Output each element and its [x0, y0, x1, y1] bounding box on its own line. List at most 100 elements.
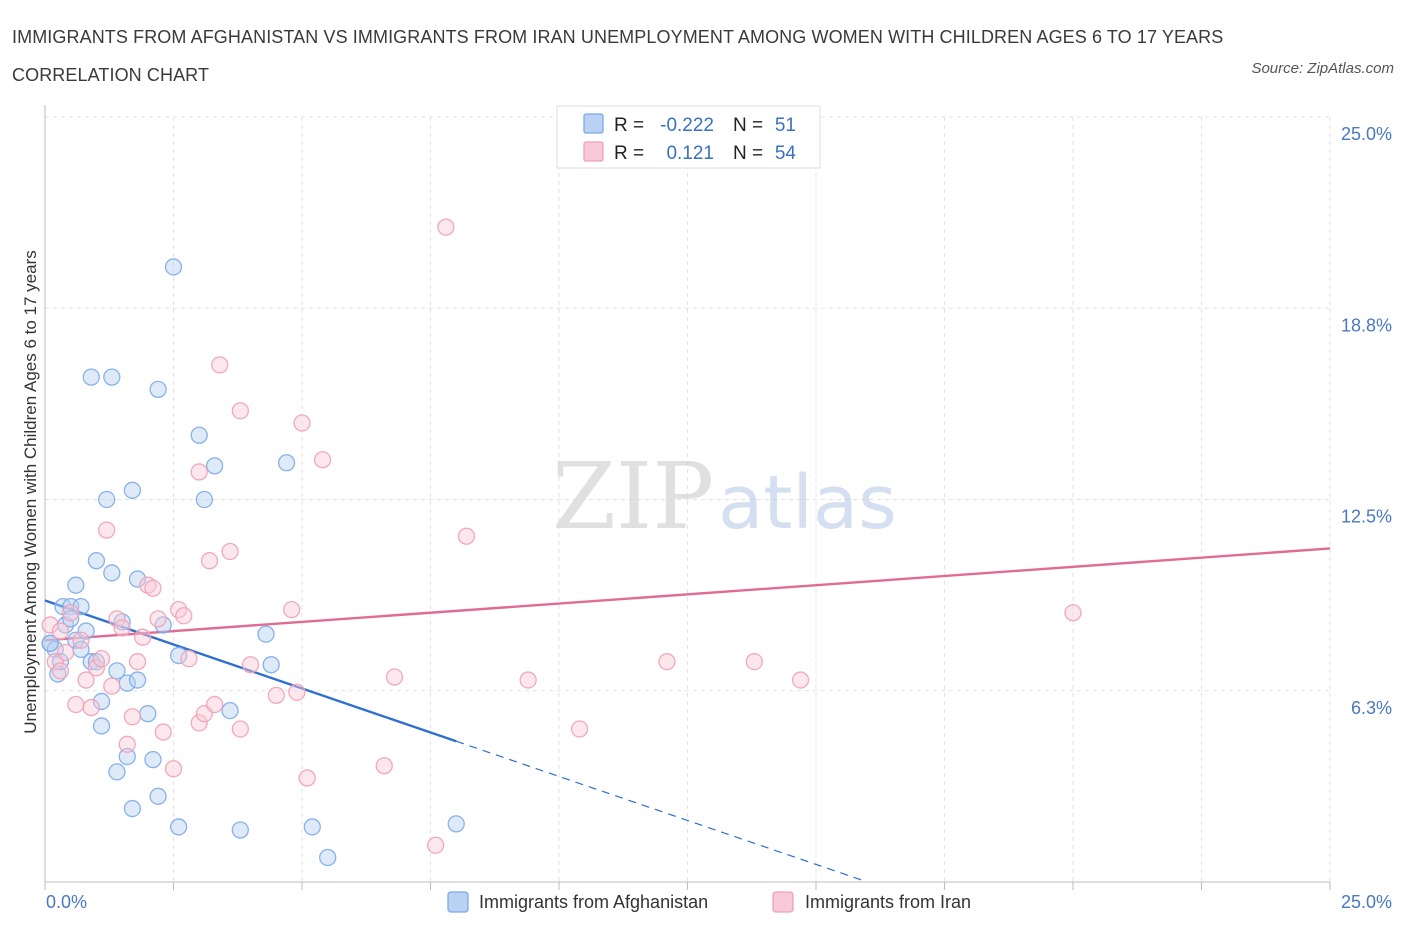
point-afghanistan: [82, 368, 100, 386]
chart-title: IMMIGRANTS FROM AFGHANISTAN VS IMMIGRANT…: [12, 27, 1224, 85]
point-afghanistan: [257, 625, 275, 643]
legend-swatch-iran: [583, 141, 604, 162]
point-afghanistan: [447, 815, 465, 833]
y-tick-label: 6.3%: [1351, 698, 1392, 718]
point-iran: [164, 760, 183, 778]
point-afghanistan: [92, 717, 111, 735]
trend-lines: [44, 547, 1331, 881]
point-iran: [144, 579, 162, 597]
point-afghanistan: [195, 490, 213, 509]
point-afghanistan: [303, 818, 321, 836]
point-iran: [87, 659, 106, 677]
point-afghanistan: [262, 656, 280, 674]
point-iran: [288, 683, 306, 701]
point-iran: [128, 653, 147, 671]
point-iran: [283, 601, 301, 619]
point-iran: [149, 610, 167, 628]
point-iran: [298, 769, 316, 787]
series-legend-swatch-iran: [772, 891, 794, 913]
point-iran: [180, 649, 198, 668]
point-iran: [62, 604, 80, 622]
point-afghanistan: [72, 597, 90, 616]
point-iran: [113, 619, 131, 637]
point-afghanistan: [139, 705, 157, 723]
legend-swatch-afghanistan: [583, 113, 604, 134]
point-afghanistan: [87, 653, 106, 671]
legend-r-value-1: -0.222: [660, 115, 714, 136]
point-iran: [200, 552, 219, 570]
point-iran: [82, 698, 100, 717]
point-iran: [51, 622, 70, 640]
legend-r-value-2: 0.121: [666, 143, 714, 164]
point-iran: [123, 708, 142, 726]
point-afghanistan: [149, 787, 167, 805]
point-iran: [175, 607, 193, 625]
point-iran: [426, 836, 445, 854]
point-iran: [190, 463, 208, 481]
point-afghanistan: [103, 368, 121, 386]
legend-n-label-1: N =: [733, 115, 763, 136]
point-iran: [241, 656, 260, 674]
point-iran: [267, 686, 285, 704]
point-afghanistan: [98, 490, 116, 509]
y-tick-label: 25.0%: [1341, 124, 1392, 144]
point-iran: [437, 218, 455, 236]
point-iran: [313, 451, 332, 469]
point-iran: [1064, 604, 1082, 622]
point-afghanistan: [77, 622, 95, 640]
source-label: Source: ZipAtlas.com: [1251, 60, 1394, 77]
series-legend: Immigrants from Afghanistan Immigrants f…: [447, 891, 971, 913]
point-iran: [658, 653, 676, 671]
point-afghanistan: [123, 481, 142, 499]
legend-r-label-2: R =: [614, 143, 644, 164]
point-afghanistan: [118, 747, 136, 766]
point-iran: [205, 695, 224, 714]
trend-line-afghanistan: [44, 599, 457, 743]
point-afghanistan: [108, 763, 126, 781]
point-iran: [791, 671, 810, 689]
point-afghanistan: [144, 750, 162, 769]
point-afghanistan: [103, 564, 121, 582]
point-iran: [457, 527, 476, 545]
point-afghanistan: [190, 426, 208, 444]
point-iran: [139, 576, 157, 594]
legend-n-value-2: 54: [775, 143, 797, 164]
point-iran: [134, 628, 152, 646]
series-legend-label-afghanistan: Immigrants from Afghanistan: [479, 892, 708, 912]
watermark: ZIP atlas: [552, 443, 897, 550]
point-iran: [211, 356, 229, 374]
point-iran: [293, 414, 311, 432]
point-iran: [77, 671, 95, 689]
point-iran: [231, 402, 249, 420]
x-tick-label: 0.0%: [46, 892, 87, 912]
point-iran: [385, 668, 404, 686]
y-axis-label: Unemployment Among Women with Children A…: [21, 250, 40, 734]
point-afghanistan: [87, 552, 106, 570]
point-afghanistan: [319, 848, 337, 867]
point-afghanistan: [108, 662, 126, 680]
data-points: [41, 123, 1082, 867]
point-iran: [67, 695, 85, 714]
point-afghanistan: [51, 653, 70, 671]
point-iran: [154, 723, 172, 741]
tick-labels: 25.0% 18.8% 12.5% 6.3% 0.0% 25.0%: [46, 124, 1392, 912]
point-afghanistan: [67, 576, 85, 594]
point-iran: [108, 610, 126, 628]
point-afghanistan: [62, 610, 80, 628]
legend-n-label-2: N =: [733, 143, 763, 164]
watermark-atlas: atlas: [718, 460, 897, 546]
trend-line-extension-afghanistan: [456, 740, 863, 881]
point-iran: [745, 653, 763, 671]
point-iran: [98, 521, 116, 539]
point-iran: [190, 714, 208, 732]
point-afghanistan: [164, 258, 183, 276]
point-iran: [103, 677, 121, 695]
point-iran: [118, 735, 136, 753]
point-afghanistan: [92, 692, 111, 711]
point-iran: [519, 671, 537, 689]
x-tick-label: 25.0%: [1341, 892, 1392, 912]
point-afghanistan: [277, 454, 296, 472]
point-iran: [375, 757, 393, 775]
point-afghanistan: [149, 380, 167, 398]
